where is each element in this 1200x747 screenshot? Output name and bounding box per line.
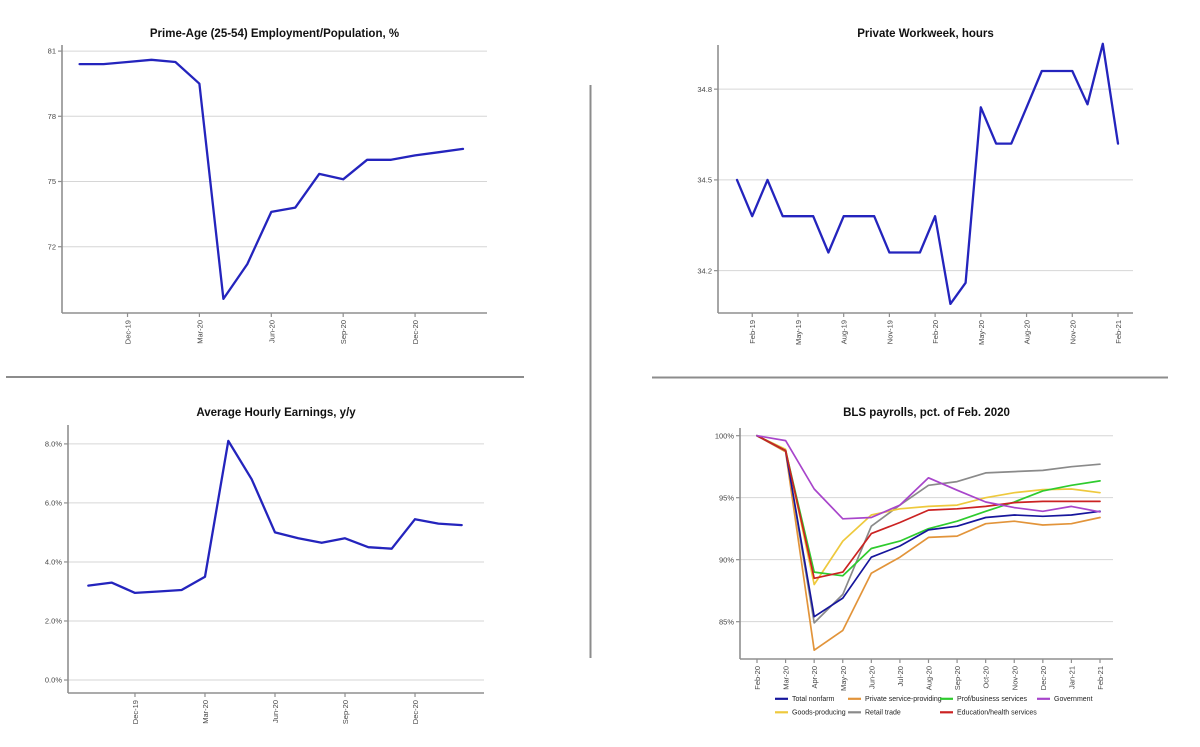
y-tick-label: 75 [48,177,56,186]
x-tick-label: May-20 [839,666,848,691]
chart-title: Private Workweek, hours [857,28,994,40]
y-tick-label: 8.0% [45,439,62,448]
legend-label: Education/health services [957,710,1037,717]
x-tick-label: Feb-21 [1096,666,1105,690]
series-line-goods-producing [756,434,1101,586]
x-tick-label: Jul-20 [896,666,905,686]
x-tick-label: Dec-19 [131,700,140,724]
x-tick-label: Feb-19 [748,320,757,344]
x-tick-label: Apr-20 [810,666,819,689]
x-tick-label: Feb-20 [753,666,762,690]
x-tick-label: Sep-20 [953,666,962,690]
y-tick-label: 78 [48,112,56,121]
x-tick-label: Sep-20 [339,320,348,344]
y-tick-label: 85% [719,617,734,626]
x-tick-label: Feb-20 [931,320,940,344]
chart-private_workweek: 34.2 34.5 34.8 Feb-19 May-19 Aug-19 Nov-19 Feb-… [697,28,1133,345]
x-tick-label: Dec-20 [411,700,420,724]
x-tick-label: Jun-20 [267,320,276,343]
y-tick-label: 34.5 [697,176,712,185]
x-tick-label: Dec-19 [124,320,133,344]
x-tick-label: Dec-20 [411,320,420,344]
x-tick-label: Jun-20 [867,666,876,689]
x-tick-label: Aug-20 [1023,320,1032,344]
y-tick-label: 72 [48,242,56,251]
series-line-private-workweek [735,42,1120,306]
x-tick-label: Mar-20 [782,666,791,690]
series-line-ahe-y-y [87,439,463,595]
x-tick-label: Nov-19 [885,320,894,344]
series-line-education-health-services [756,434,1101,580]
x-tick-label: Jan-21 [1067,666,1076,689]
x-tick-label: May-20 [977,320,986,345]
chart-bls_payrolls: 85% 90% 95% 100% Feb-20 Mar-20 Apr-20 May-20 Jun… [715,407,1113,717]
x-tick-label: Aug-20 [925,666,934,690]
y-tick-label: 90% [719,555,734,564]
legend-label: Prof/business services [957,696,1028,703]
x-tick-label: Mar-20 [195,320,204,344]
series-line-total-nonfarm [756,434,1101,618]
legend-label: Goods-producing [792,710,846,717]
chart-title: BLS payrolls, pct. of Feb. 2020 [843,407,1010,419]
y-tick-label: 34.8 [697,85,712,94]
legend-label: Retail trade [865,710,901,717]
x-tick-label: May-19 [794,320,803,345]
x-tick-label: Oct-20 [982,666,991,689]
x-tick-label: Aug-19 [840,320,849,344]
chart-prime_age_epop: 72 75 78 81 Dec-19 Mar-20 Jun-20 Sep-20 Dec-20 Pr… [48,28,487,344]
x-tick-label: Nov-20 [1068,320,1077,344]
series-line-prof-business-services [756,434,1101,577]
legend-label: Private service-providing [865,696,942,703]
y-tick-label: 81 [48,47,56,56]
x-tick-label: Feb-21 [1114,320,1123,344]
series-line-private-service-providing [756,434,1101,652]
legend-label: Total nonfarm [792,696,835,703]
chart-title: Average Hourly Earnings, y/y [196,407,356,419]
y-tick-label: 34.2 [697,266,712,275]
y-tick-label: 4.0% [45,558,62,567]
chart-avg_hourly_earnings: 0.0% 2.0% 4.0% 6.0% 8.0% Dec-19 Mar-20 Jun-20 Se… [45,407,484,724]
x-tick-label: Nov-20 [1010,666,1019,690]
x-tick-label: Sep-20 [341,700,350,724]
y-tick-label: 0.0% [45,676,62,685]
legend-label: Government [1054,696,1093,703]
x-tick-label: Jun-20 [271,700,280,723]
series-line-retail-trade [756,434,1101,624]
y-tick-label: 2.0% [45,617,62,626]
x-tick-label: Mar-20 [201,700,210,724]
series-line-employment-population [78,58,465,301]
series-line-government [756,434,1101,520]
y-tick-label: 6.0% [45,499,62,508]
y-tick-label: 100% [715,431,735,440]
x-tick-label: Dec-20 [1039,666,1048,690]
y-tick-label: 95% [719,493,734,502]
chart-title: Prime-Age (25-54) Employment/Population,… [150,28,399,40]
